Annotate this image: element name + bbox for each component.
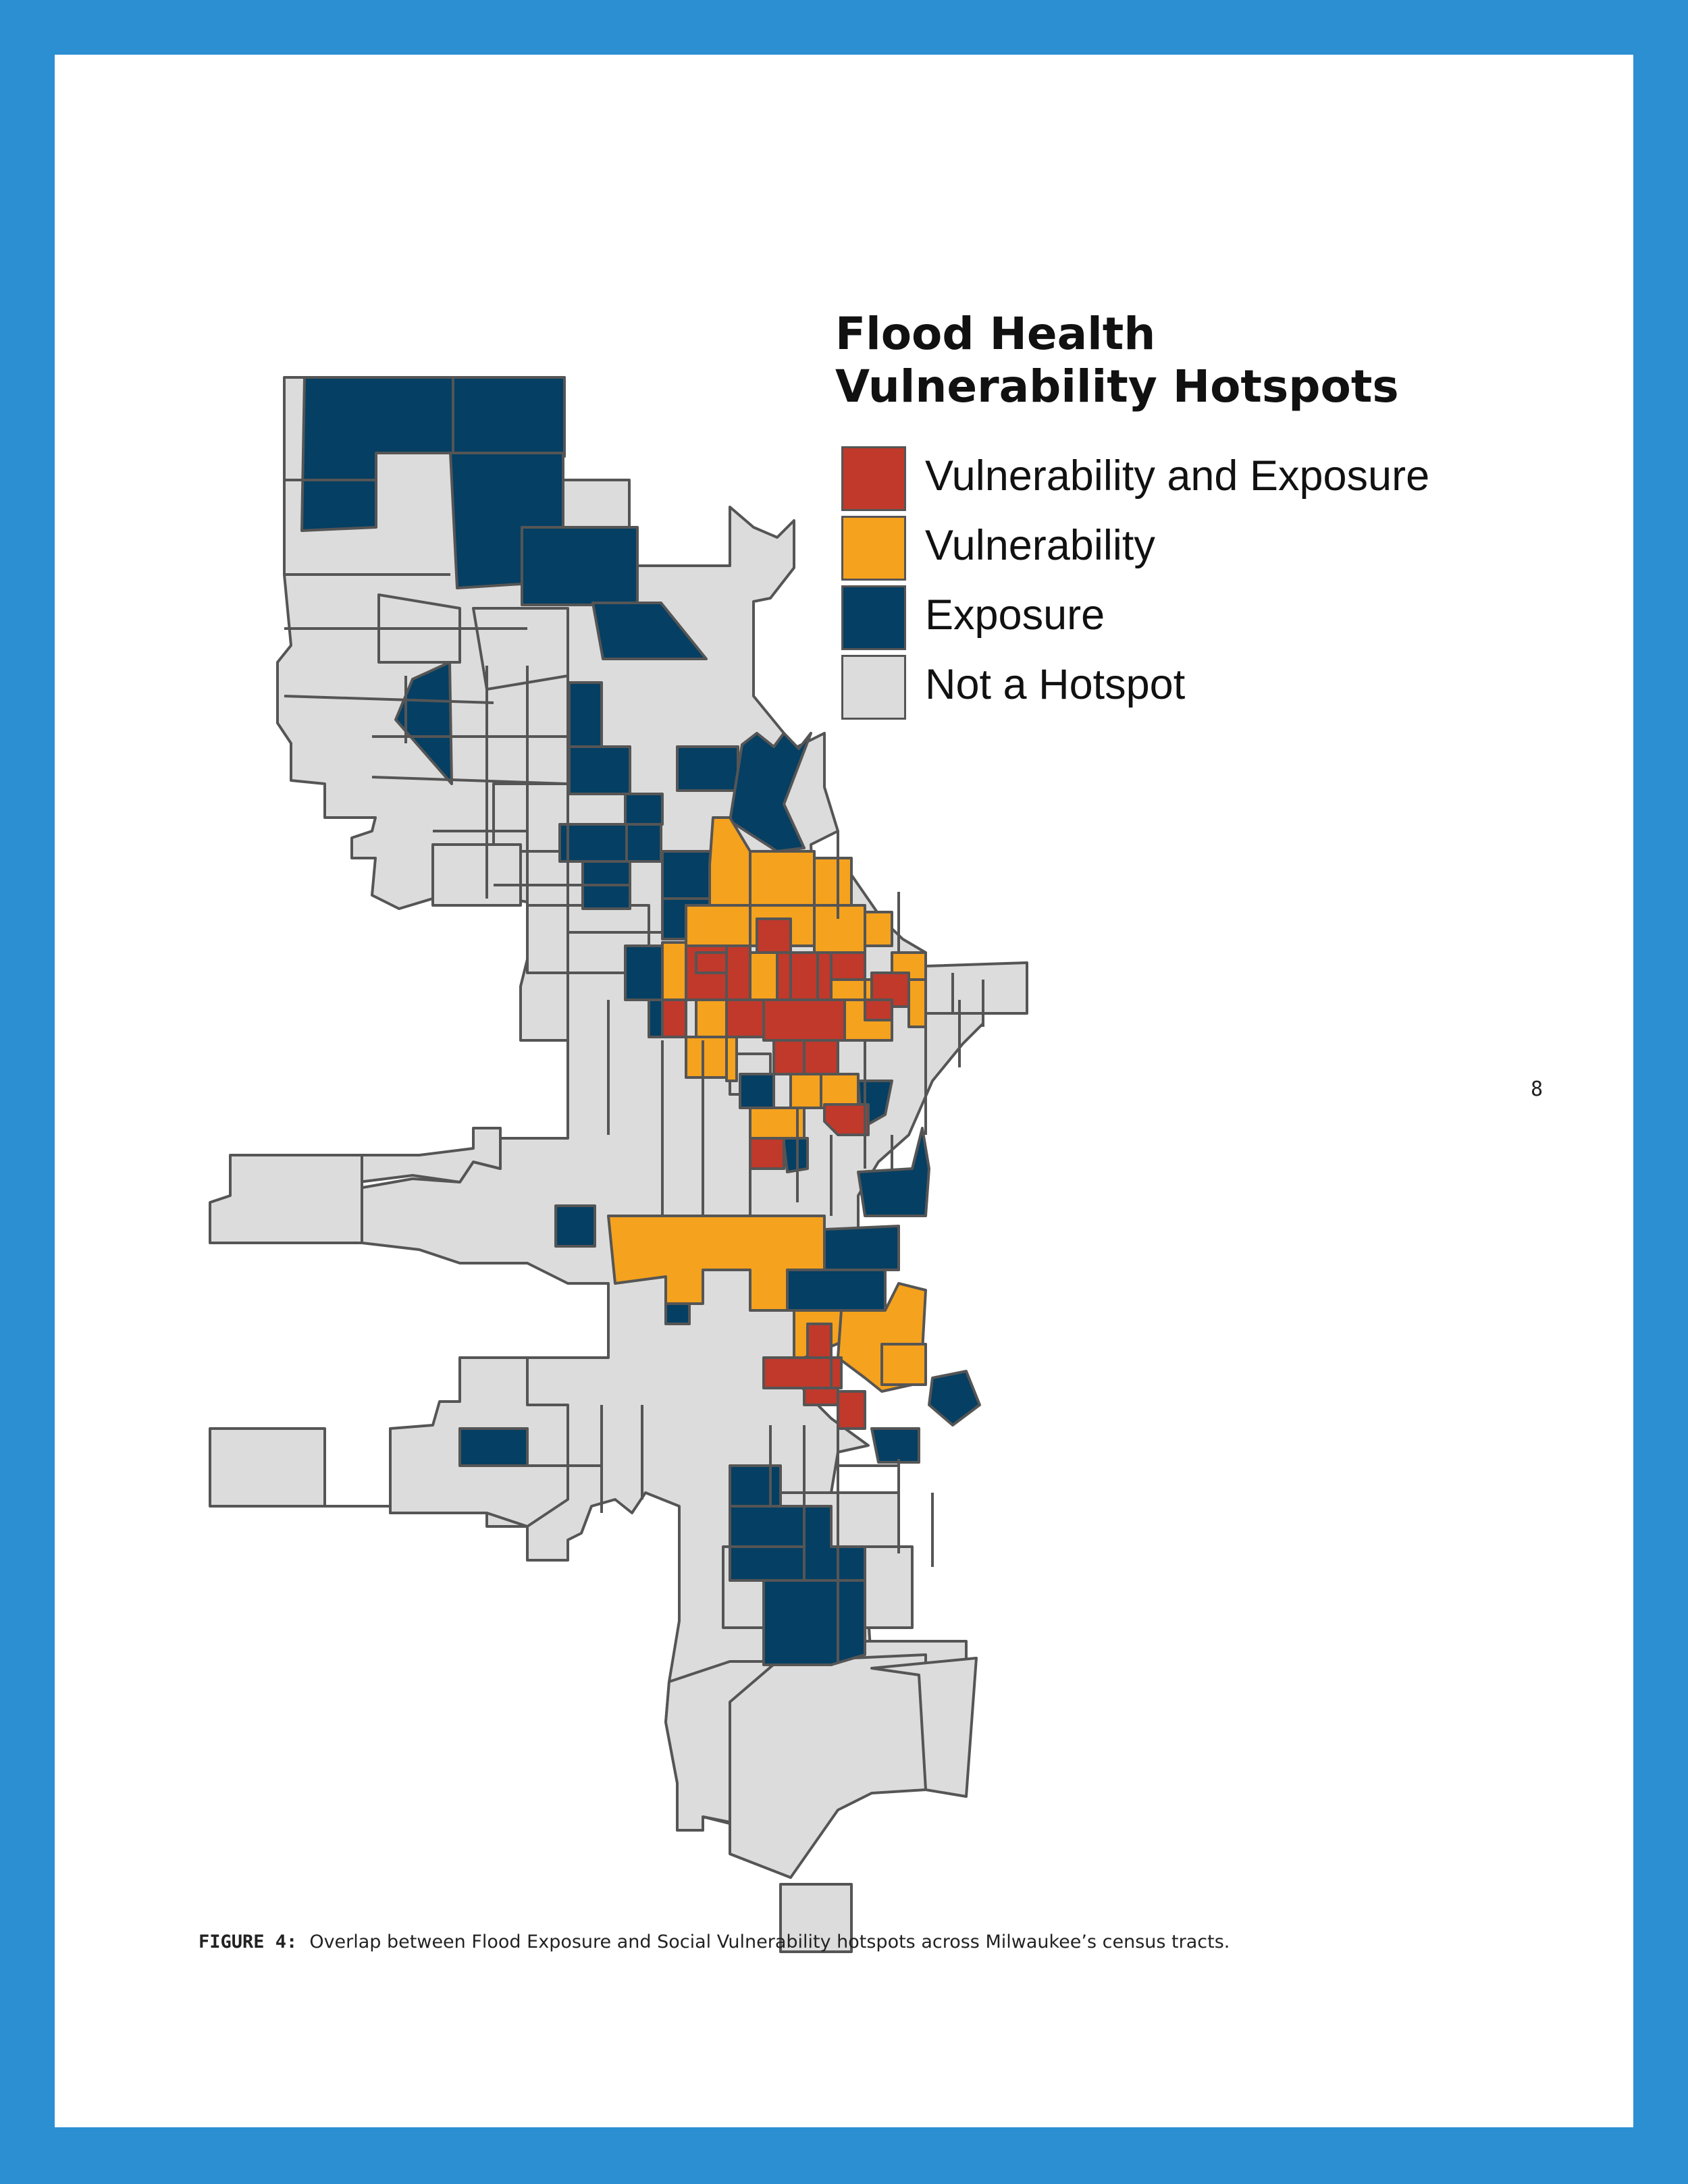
map-tract bbox=[568, 681, 603, 748]
legend-swatch bbox=[841, 585, 906, 650]
map-tract bbox=[624, 793, 664, 826]
map-tract bbox=[803, 1387, 839, 1406]
map-tract bbox=[394, 661, 453, 785]
map-tract bbox=[779, 1883, 853, 1953]
map-tract bbox=[837, 1390, 866, 1430]
legend-label: Not a Hotspot bbox=[925, 661, 1186, 708]
map-tract bbox=[676, 745, 739, 792]
map-tract bbox=[813, 904, 866, 954]
legend-label: Exposure bbox=[925, 591, 1105, 639]
map-tract bbox=[725, 998, 765, 1038]
map-tract bbox=[607, 1215, 826, 1312]
legend-swatch bbox=[841, 516, 906, 581]
map-tract bbox=[864, 998, 893, 1021]
map-tract bbox=[661, 998, 687, 1038]
map-tract bbox=[857, 1127, 930, 1217]
map-tract bbox=[789, 1073, 822, 1109]
map-tract bbox=[823, 1225, 900, 1271]
map-tract bbox=[695, 951, 728, 974]
page-number: 8 bbox=[1531, 1077, 1544, 1101]
map-tract bbox=[749, 1107, 806, 1140]
map-tract bbox=[830, 951, 866, 981]
map-tract bbox=[729, 732, 812, 853]
map-tract bbox=[762, 1356, 833, 1389]
map-tract bbox=[806, 1323, 833, 1359]
map-tract bbox=[431, 843, 522, 907]
caption-label: FIGURE 4: bbox=[199, 1932, 298, 1952]
legend-title: Flood Health Vulnerability Hotspots bbox=[835, 308, 1399, 413]
map-tract bbox=[749, 850, 816, 907]
map-tract bbox=[756, 917, 792, 954]
legend-label: Vulnerability bbox=[925, 522, 1155, 569]
map-tract bbox=[661, 941, 687, 1001]
map-tract bbox=[209, 1356, 569, 1528]
map-tract bbox=[209, 1154, 363, 1244]
map-tract bbox=[924, 961, 1028, 1015]
map-tract bbox=[452, 376, 566, 458]
map-tract bbox=[907, 978, 927, 1028]
map-tract bbox=[725, 944, 751, 1001]
map-tract bbox=[685, 904, 751, 947]
map-tract bbox=[521, 526, 639, 606]
map-tract bbox=[830, 1356, 843, 1389]
map-tract bbox=[816, 951, 833, 1001]
map-tract bbox=[880, 1343, 927, 1386]
legend-swatch bbox=[841, 655, 906, 720]
map-tract bbox=[823, 1103, 870, 1136]
map-tract bbox=[870, 1427, 920, 1464]
legend-swatch bbox=[841, 446, 906, 511]
figure-caption: FIGURE 4: Overlap between Flood Exposure … bbox=[199, 1932, 1230, 1952]
map-tract bbox=[568, 745, 631, 795]
legend-item-not-a-hotspot: Not a Hotspot bbox=[841, 655, 1516, 722]
map-tract bbox=[729, 1653, 927, 1879]
map-tract bbox=[624, 944, 664, 1001]
map-tract bbox=[729, 1505, 806, 1548]
map-tract bbox=[786, 1269, 887, 1312]
report-page: Flood Health Vulnerability Hotspots Vuln… bbox=[55, 55, 1633, 2127]
map-tract bbox=[625, 823, 662, 863]
map-tract bbox=[749, 951, 779, 1001]
map-tract bbox=[458, 1427, 529, 1467]
map-tract bbox=[725, 1036, 738, 1082]
map-tract bbox=[776, 951, 792, 1001]
map-tract bbox=[695, 998, 728, 1038]
legend-item-vulnerability-and-exposure: Vulnerability and Exposure bbox=[841, 446, 1516, 514]
map-tract bbox=[729, 1464, 782, 1508]
map-tract bbox=[820, 1073, 860, 1109]
legend-title-line1: Flood Health bbox=[835, 308, 1156, 360]
map-tract bbox=[739, 1073, 775, 1109]
map-tract bbox=[789, 951, 819, 1001]
map-tract bbox=[803, 1039, 839, 1075]
map-tract bbox=[749, 1137, 785, 1170]
legend-item-vulnerability: Vulnerability bbox=[841, 516, 1516, 583]
map-tract bbox=[558, 823, 628, 863]
map-tract bbox=[782, 1137, 809, 1173]
map-tract bbox=[928, 1370, 981, 1427]
tract-boundaries bbox=[284, 479, 984, 1661]
map-tract bbox=[870, 1657, 978, 1798]
map-tract bbox=[762, 1579, 866, 1666]
map-tract bbox=[813, 857, 853, 907]
map-tract bbox=[870, 971, 910, 1008]
map-tract bbox=[357, 1127, 502, 1183]
map-tract bbox=[762, 998, 846, 1042]
legend-item-exposure: Exposure bbox=[841, 585, 1516, 653]
map-tract bbox=[554, 1204, 596, 1248]
legend-title-line2: Vulnerability Hotspots bbox=[835, 361, 1399, 412]
map-tract bbox=[772, 1039, 806, 1075]
map-tract bbox=[664, 1302, 691, 1325]
caption-text: Overlap between Flood Exposure and Socia… bbox=[309, 1932, 1230, 1952]
map-tract bbox=[729, 1545, 806, 1582]
map-tract bbox=[685, 1036, 728, 1079]
legend-label: Vulnerability and Exposure bbox=[925, 452, 1430, 500]
map-tract bbox=[864, 911, 893, 947]
milwaukee-tract-map bbox=[209, 376, 1028, 1953]
map-tract bbox=[591, 602, 708, 660]
